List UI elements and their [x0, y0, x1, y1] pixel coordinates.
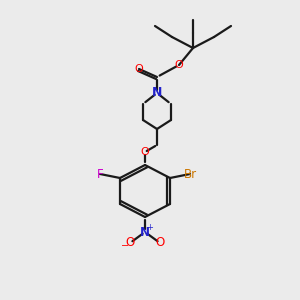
Text: O: O [141, 147, 149, 157]
Text: −: − [121, 241, 129, 251]
Text: O: O [125, 236, 135, 250]
Text: Br: Br [183, 167, 196, 181]
Text: N: N [152, 86, 162, 100]
Text: O: O [175, 60, 183, 70]
Text: +: + [147, 224, 153, 232]
Text: F: F [97, 167, 103, 181]
Text: O: O [135, 64, 143, 74]
Text: N: N [140, 226, 150, 238]
Text: O: O [155, 236, 165, 250]
